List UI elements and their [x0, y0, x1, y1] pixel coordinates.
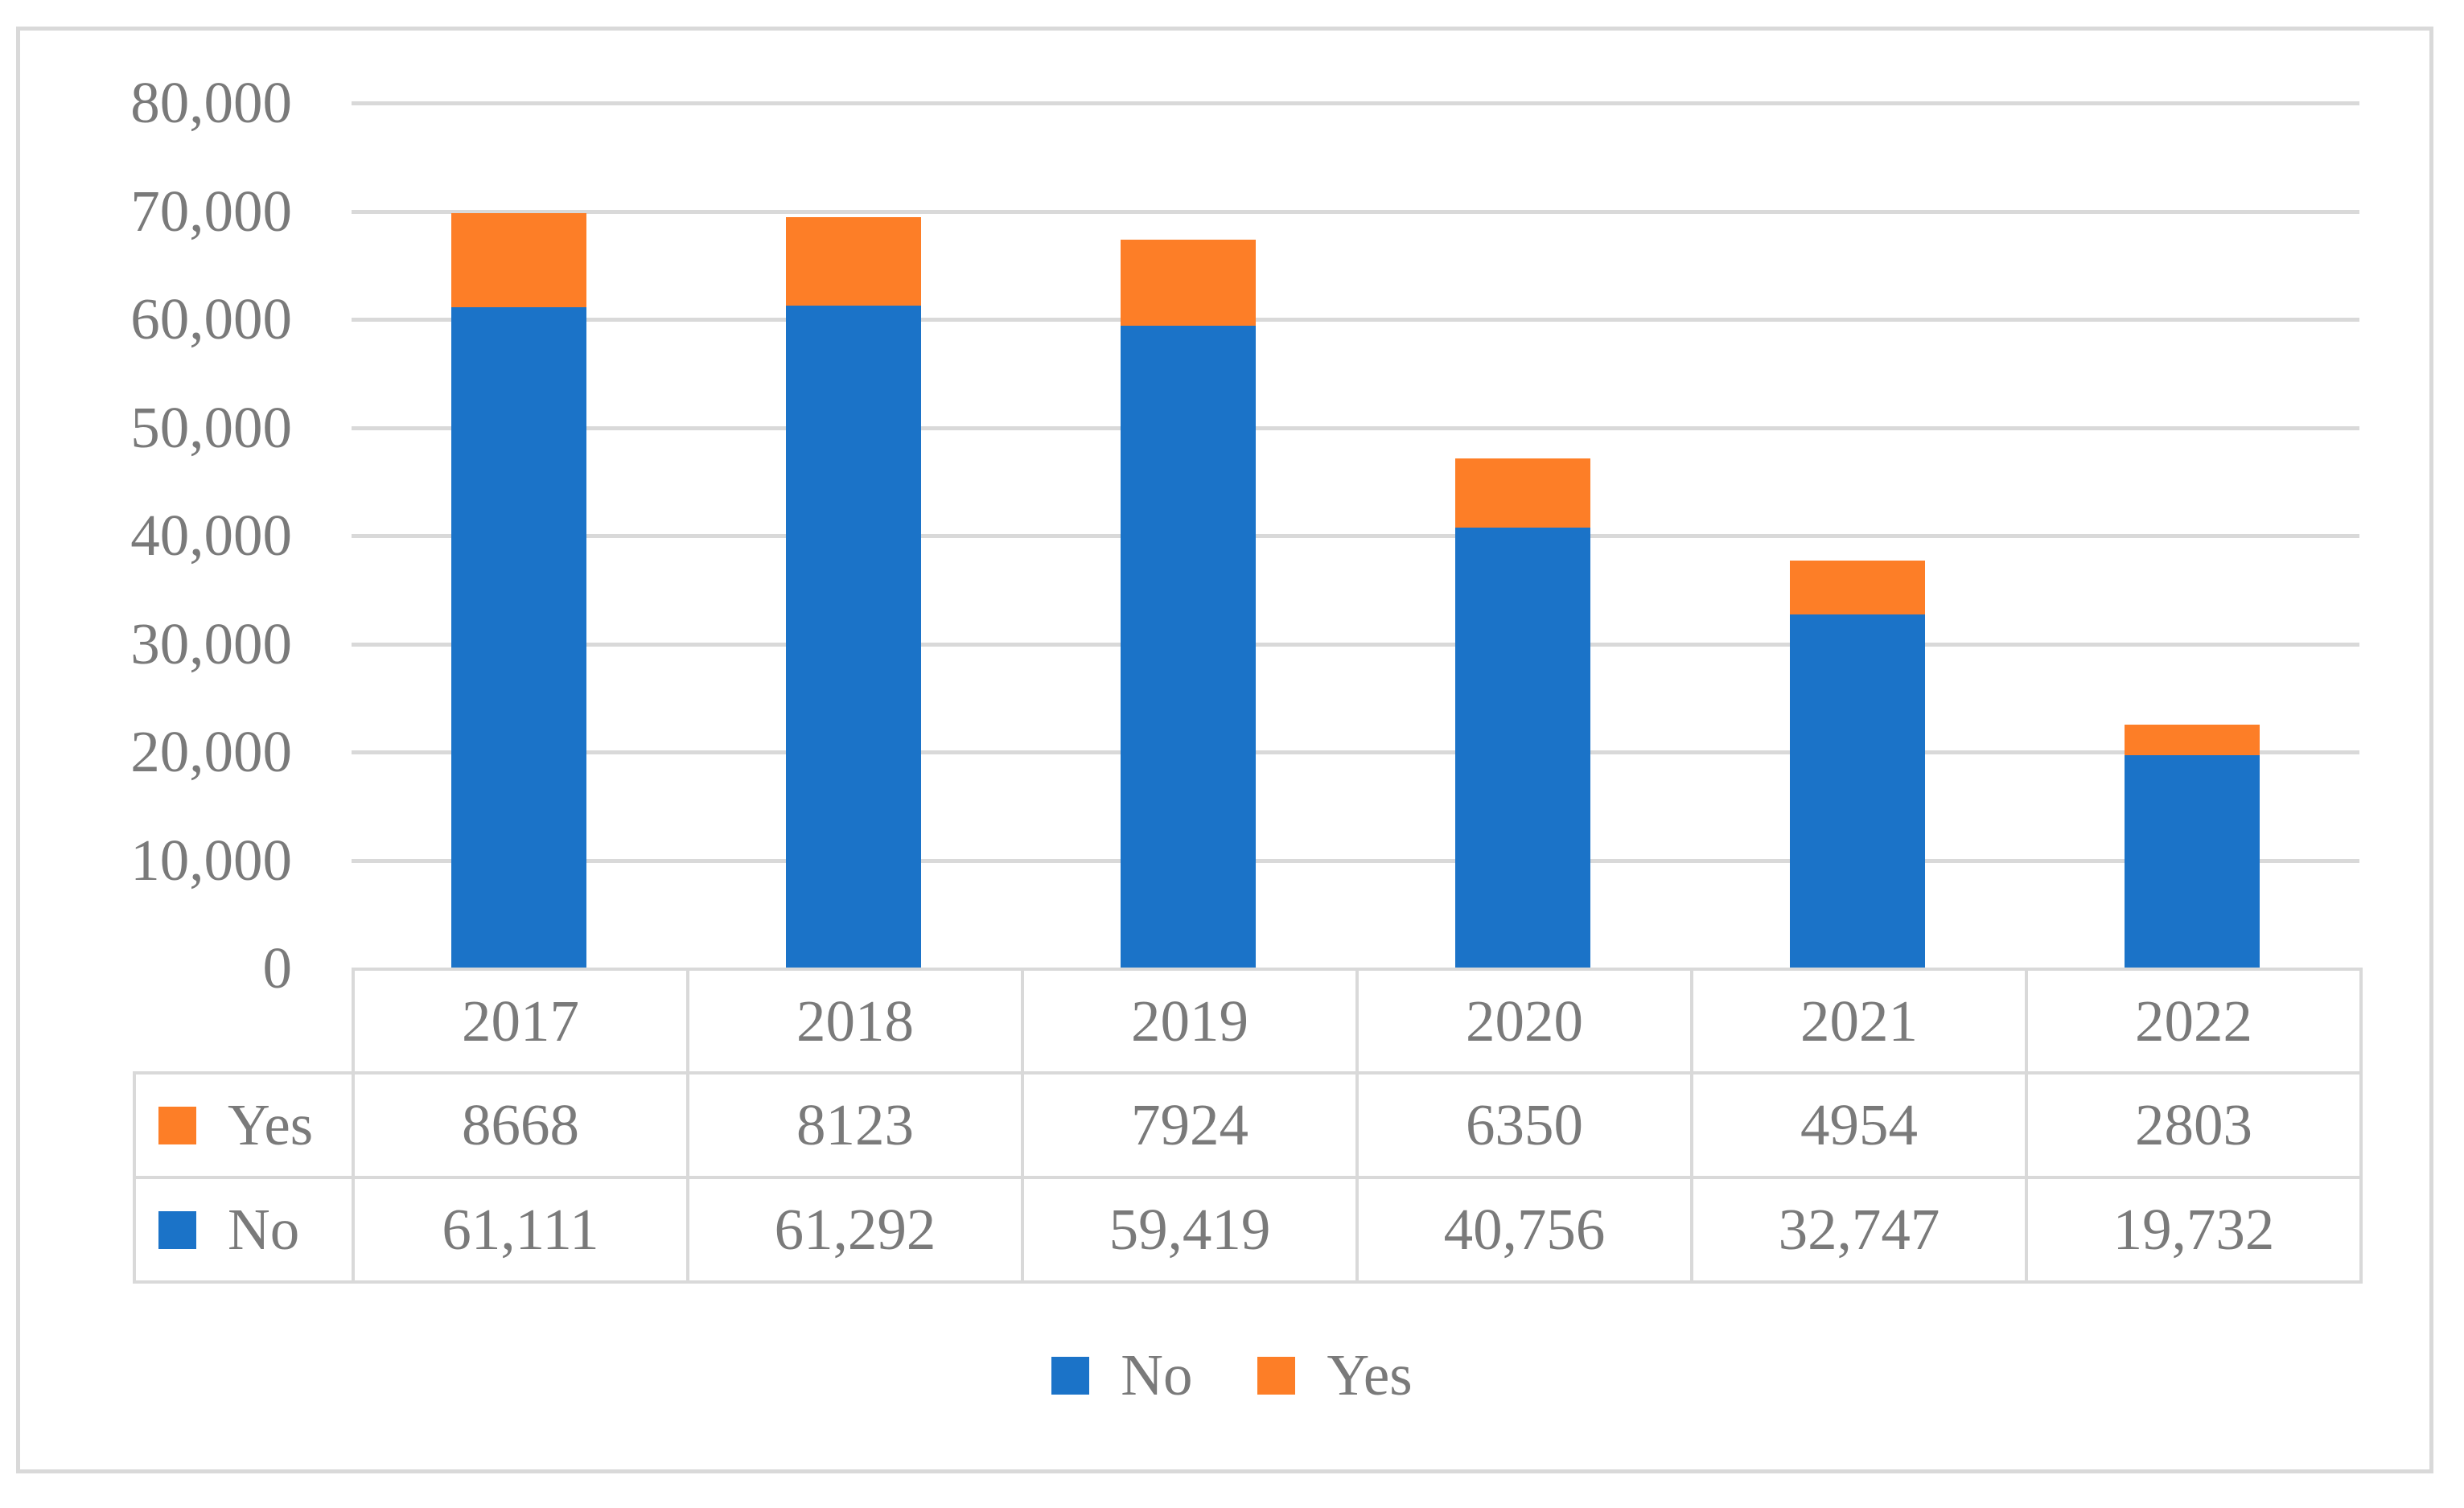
- series-swatch-icon-yes: [158, 1106, 196, 1144]
- y-axis-tick-label: 40,000: [130, 503, 292, 568]
- table-row-label-no: No: [133, 1176, 355, 1284]
- y-axis-tick-label: 80,000: [130, 70, 292, 135]
- table-value-no-2018: 61,292: [686, 1176, 1024, 1284]
- bar-segment-no-2022: [2125, 754, 2260, 968]
- gridline-10000: [352, 858, 2359, 863]
- legend-item-no: No: [1051, 1342, 1192, 1409]
- table-row-label-text: No: [228, 1197, 300, 1262]
- bar-segment-yes-2021: [1790, 560, 1925, 614]
- y-axis-tick-label: 20,000: [130, 719, 292, 784]
- gridline-40000: [352, 534, 2359, 538]
- legend-swatch-icon-yes: [1257, 1356, 1296, 1395]
- legend-item-yes: Yes: [1257, 1342, 1413, 1409]
- table-year-header-2017: 2017: [352, 968, 689, 1075]
- legend: No Yes: [0, 1337, 2464, 1414]
- table-value-yes-2020: 6350: [1355, 1071, 1693, 1179]
- gridline-70000: [352, 209, 2359, 214]
- table-row-label-inner-no: No: [138, 1181, 350, 1279]
- table-row-label-inner-yes: Yes: [138, 1076, 350, 1174]
- table-year-header-2019: 2019: [1021, 968, 1359, 1075]
- table-year-header-2022: 2022: [2025, 968, 2363, 1075]
- table-row-label-text: Yes: [228, 1092, 314, 1157]
- figure-border: [16, 27, 2433, 1473]
- bar-segment-no-2018: [786, 305, 921, 968]
- bar-segment-no-2019: [1121, 325, 1256, 968]
- bar-segment-yes-2019: [1121, 240, 1256, 326]
- legend-swatch-icon-no: [1051, 1356, 1090, 1395]
- table-value-no-2017: 61,111: [352, 1176, 689, 1284]
- table-year-header-2020: 2020: [1355, 968, 1693, 1075]
- legend-label: No: [1121, 1342, 1193, 1407]
- table-value-yes-2022: 2803: [2025, 1071, 2363, 1179]
- table-value-no-2019: 59,419: [1021, 1176, 1359, 1284]
- bar-segment-no-2020: [1455, 527, 1590, 968]
- table-value-yes-2021: 4954: [1690, 1071, 2028, 1179]
- table-corner-cell: [134, 969, 355, 1075]
- series-swatch-icon-no: [158, 1210, 196, 1249]
- y-axis-tick-label: 60,000: [130, 286, 292, 351]
- bar-segment-no-2021: [1790, 614, 1925, 968]
- table-value-no-2022: 19,732: [2025, 1176, 2363, 1284]
- y-axis-tick-label: 70,000: [130, 178, 292, 244]
- y-axis-tick-label: 10,000: [130, 827, 292, 893]
- bar-segment-yes-2018: [786, 217, 921, 306]
- bar-segment-yes-2017: [451, 213, 586, 308]
- y-axis-tick-label: 50,000: [130, 394, 292, 460]
- table-year-header-2018: 2018: [686, 968, 1024, 1075]
- bar-segment-yes-2020: [1455, 458, 1590, 528]
- gridline-50000: [352, 425, 2359, 430]
- table-row-label-yes: Yes: [133, 1071, 355, 1179]
- gridline-80000: [352, 101, 2359, 105]
- table-year-header-2021: 2021: [1690, 968, 2028, 1075]
- bar-segment-yes-2022: [2125, 724, 2260, 755]
- table-value-yes-2017: 8668: [352, 1071, 689, 1179]
- y-axis-tick-label: 30,000: [130, 610, 292, 676]
- data-table: 2017 2018 2019 2020 2021 2022 Yes 8668 8123 7924 6…: [133, 968, 2363, 1284]
- gridline-60000: [352, 318, 2359, 322]
- bar-segment-no-2017: [451, 307, 586, 968]
- table-value-yes-2018: 8123: [686, 1071, 1024, 1179]
- legend-label: Yes: [1327, 1342, 1413, 1407]
- table-value-no-2020: 40,756: [1355, 1176, 1693, 1284]
- gridline-30000: [352, 642, 2359, 647]
- gridline-20000: [352, 750, 2359, 754]
- table-value-yes-2019: 7924: [1021, 1071, 1359, 1179]
- table-value-no-2021: 32,747: [1690, 1176, 2028, 1284]
